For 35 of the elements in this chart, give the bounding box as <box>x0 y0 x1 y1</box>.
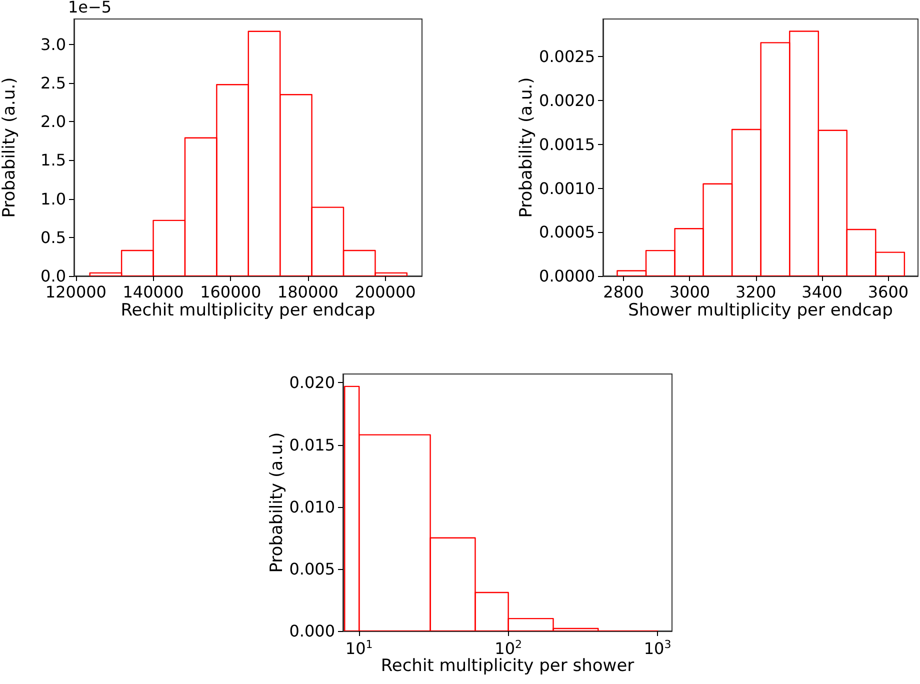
x-tick-label: 200000 <box>354 282 416 302</box>
x-tick-label: 3200 <box>736 282 776 302</box>
x-tick-label: 3400 <box>802 282 842 302</box>
x-axis-title: Rechit multiplicity per shower <box>380 656 634 676</box>
y-tick-label: 0.020 <box>289 373 335 392</box>
x-axis-title: Rechit multiplicity per endcap <box>120 300 376 320</box>
y-tick-label: 0.015 <box>289 435 335 454</box>
y-axis-title: Probability (a.u.) <box>0 77 20 218</box>
x-tick-label: 160000 <box>200 282 262 302</box>
y-tick-label: 0.000 <box>289 622 335 640</box>
x-axis-title: Shower multiplicity per endcap <box>628 300 893 320</box>
y-tick-label: 3.0 <box>40 34 66 54</box>
y-tick-label: 1.5 <box>40 150 66 170</box>
y-tick-label: 0.0015 <box>539 134 595 154</box>
x-tick-label: 180000 <box>277 282 338 302</box>
y-tick-label: 1.0 <box>40 189 66 208</box>
y-tick-label: 2.0 <box>40 112 66 132</box>
y-tick-label: 2.5 <box>40 74 66 93</box>
y-tick-label: 0.0020 <box>539 91 595 110</box>
y-axis-title: Probability (a.u.) <box>516 77 537 218</box>
y-tick-label: 0.5 <box>40 228 66 247</box>
y-axis-title: Probability (a.u.) <box>266 432 287 573</box>
x-tick-label: 120000 <box>45 282 106 302</box>
x-tick-label: 3000 <box>669 282 710 302</box>
text: 1e−5 <box>68 0 112 16</box>
x-tick-label: 140000 <box>122 282 184 302</box>
x-tick-label: 3600 <box>868 282 909 302</box>
y-tick-label: 0.0 <box>40 266 66 286</box>
y-tick-label: 0.0000 <box>539 266 595 286</box>
y-tick-label: 0.010 <box>289 497 335 516</box>
y-tick-label: 0.005 <box>289 559 335 578</box>
x-tick-label: 2800 <box>603 282 644 302</box>
y-tick-label: 0.0010 <box>539 178 595 198</box>
y-tick-label: 0.0025 <box>539 47 595 66</box>
y-tick-label: 0.0005 <box>539 222 595 242</box>
